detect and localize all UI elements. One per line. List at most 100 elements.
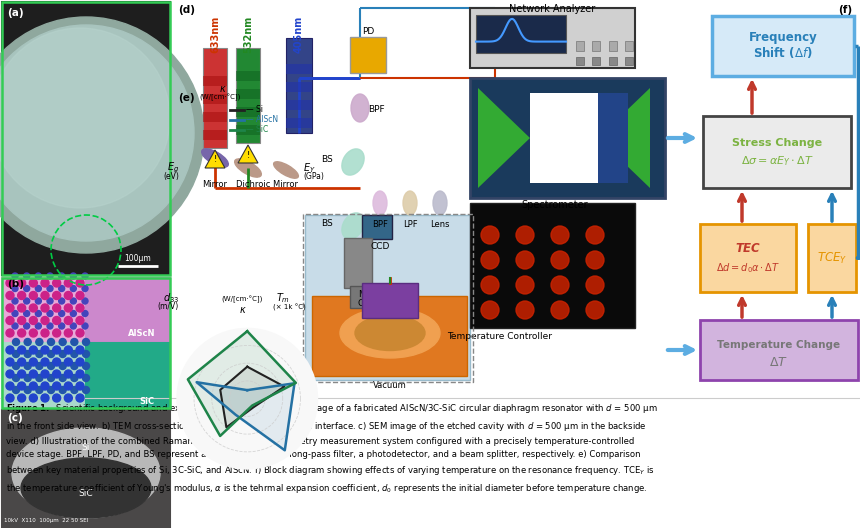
Text: (W/[cm·°C]): (W/[cm·°C])	[200, 93, 241, 101]
Text: Si: Si	[82, 444, 90, 452]
Circle shape	[481, 301, 499, 319]
Circle shape	[59, 386, 66, 393]
Bar	[470, 78, 665, 198]
Bar	[470, 8, 635, 68]
Text: SiC: SiC	[78, 488, 94, 497]
Circle shape	[71, 298, 77, 304]
Circle shape	[76, 291, 84, 299]
Circle shape	[516, 276, 534, 294]
Bar	[203, 112, 227, 122]
Circle shape	[52, 291, 61, 299]
Bar	[712, 16, 854, 76]
Circle shape	[47, 374, 54, 382]
Circle shape	[36, 363, 43, 370]
Circle shape	[71, 374, 78, 382]
Circle shape	[6, 382, 14, 390]
Circle shape	[29, 358, 37, 366]
Text: $E_Y$: $E_Y$	[303, 161, 316, 175]
Circle shape	[29, 291, 37, 299]
Circle shape	[41, 394, 49, 402]
Circle shape	[76, 358, 84, 366]
Text: Shift ($\Delta f$): Shift ($\Delta f$)	[753, 44, 813, 60]
Bar	[700, 320, 858, 380]
Circle shape	[0, 25, 194, 241]
Circle shape	[12, 286, 18, 291]
Text: BPF: BPF	[368, 106, 384, 115]
Circle shape	[24, 386, 31, 393]
Circle shape	[58, 310, 64, 316]
Ellipse shape	[12, 428, 160, 518]
Circle shape	[29, 316, 37, 325]
Text: $\kappa$: $\kappa$	[239, 305, 247, 315]
Circle shape	[76, 316, 84, 325]
Circle shape	[64, 329, 72, 337]
Bar	[286, 100, 312, 110]
Bar	[344, 238, 372, 288]
Circle shape	[35, 323, 41, 329]
Circle shape	[59, 374, 66, 382]
Circle shape	[71, 323, 77, 329]
Text: (b): (b)	[7, 279, 24, 289]
Bar	[203, 48, 227, 148]
Text: 532nm: 532nm	[243, 16, 253, 53]
Text: !: !	[246, 150, 249, 159]
Circle shape	[41, 346, 49, 354]
Bar	[286, 38, 312, 133]
Bar	[625, 57, 633, 65]
Circle shape	[24, 374, 31, 382]
Text: — AlScN: — AlScN	[246, 116, 278, 125]
Ellipse shape	[342, 213, 364, 239]
Circle shape	[41, 291, 49, 299]
Text: TEC: TEC	[735, 241, 760, 254]
Ellipse shape	[21, 458, 151, 518]
Circle shape	[47, 298, 53, 304]
Circle shape	[29, 382, 37, 390]
Circle shape	[52, 304, 61, 312]
Circle shape	[41, 358, 49, 366]
Bar	[236, 71, 260, 81]
Circle shape	[64, 346, 72, 354]
Bar	[700, 224, 796, 292]
Text: Objective: Objective	[358, 299, 402, 308]
Bar	[286, 118, 312, 128]
Text: LPF: LPF	[402, 220, 417, 229]
Circle shape	[47, 273, 53, 279]
Text: (f): (f)	[838, 5, 852, 15]
Circle shape	[76, 329, 84, 337]
Circle shape	[24, 298, 29, 304]
Circle shape	[71, 363, 78, 370]
Circle shape	[24, 323, 29, 329]
Circle shape	[82, 273, 88, 279]
Circle shape	[41, 370, 49, 378]
Text: $T_m$: $T_m$	[276, 291, 290, 305]
Bar	[286, 82, 312, 92]
Circle shape	[83, 363, 89, 370]
Circle shape	[24, 286, 29, 291]
Circle shape	[47, 338, 54, 345]
Circle shape	[35, 310, 41, 316]
Text: Dichroic Mirror: Dichroic Mirror	[236, 180, 298, 189]
Circle shape	[82, 298, 88, 304]
Ellipse shape	[342, 149, 364, 175]
Circle shape	[58, 273, 64, 279]
Circle shape	[18, 382, 26, 390]
Circle shape	[82, 286, 88, 291]
Circle shape	[6, 329, 14, 337]
Text: (m/V): (m/V)	[157, 303, 179, 312]
Text: Frequency: Frequency	[748, 32, 817, 44]
Circle shape	[586, 251, 604, 269]
Circle shape	[18, 358, 26, 366]
Circle shape	[516, 226, 534, 244]
Text: Temperature Change: Temperature Change	[717, 340, 840, 350]
Circle shape	[586, 301, 604, 319]
Circle shape	[36, 351, 43, 357]
Circle shape	[586, 226, 604, 244]
Bar	[203, 76, 227, 86]
Text: BPF: BPF	[372, 220, 388, 229]
Circle shape	[13, 351, 20, 357]
Text: $d_{33}$: $d_{33}$	[163, 291, 179, 305]
Circle shape	[12, 310, 18, 316]
Circle shape	[24, 351, 31, 357]
Bar	[303, 214, 473, 382]
Bar	[2, 2, 170, 275]
